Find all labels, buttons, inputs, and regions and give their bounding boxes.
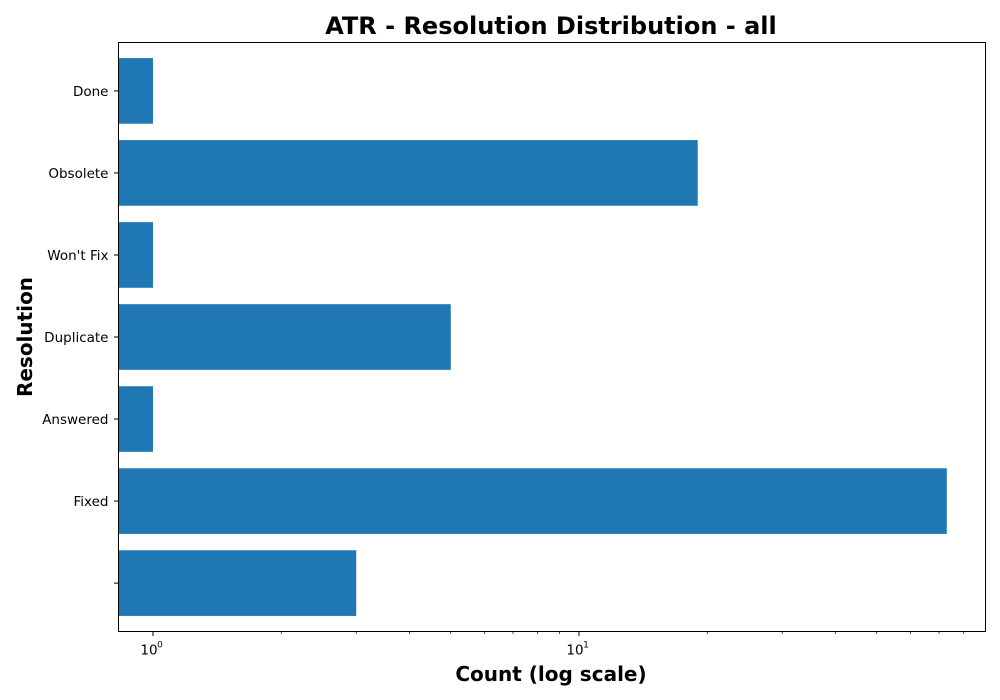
y-tick-label-5: Obsolete: [48, 166, 108, 182]
bar-5: [119, 140, 698, 206]
x-tick-exponent-0: 0: [157, 641, 163, 651]
y-tick-label-3: Duplicate: [44, 330, 108, 346]
x-tick-label-1: 10: [566, 643, 583, 659]
y-ticks-group: Fixed Answered Duplicate Won't Fix Obsolete D…: [42, 84, 118, 583]
x-axis-label: Count (log scale): [455, 662, 646, 686]
x-tick-label-0: 10: [140, 643, 157, 659]
x-tick-exponent-1: 1: [583, 641, 589, 651]
bar-0: [119, 550, 357, 616]
bar-6: [119, 58, 153, 124]
y-tick-label-1: Fixed: [74, 494, 109, 510]
chart-title: ATR - Resolution Distribution - all: [325, 12, 777, 40]
bar-1: [119, 468, 947, 534]
y-axis-label: Resolution: [13, 277, 37, 397]
bars-group: [119, 58, 947, 616]
x-ticks-group: 10 0 10 1: [140, 632, 963, 659]
y-tick-label-6: Done: [73, 84, 109, 100]
y-tick-label-2: Answered: [42, 412, 108, 428]
bar-4: [119, 222, 153, 288]
bar-3: [119, 304, 451, 370]
y-tick-label-4: Won't Fix: [47, 248, 108, 264]
bar-2: [119, 386, 153, 452]
